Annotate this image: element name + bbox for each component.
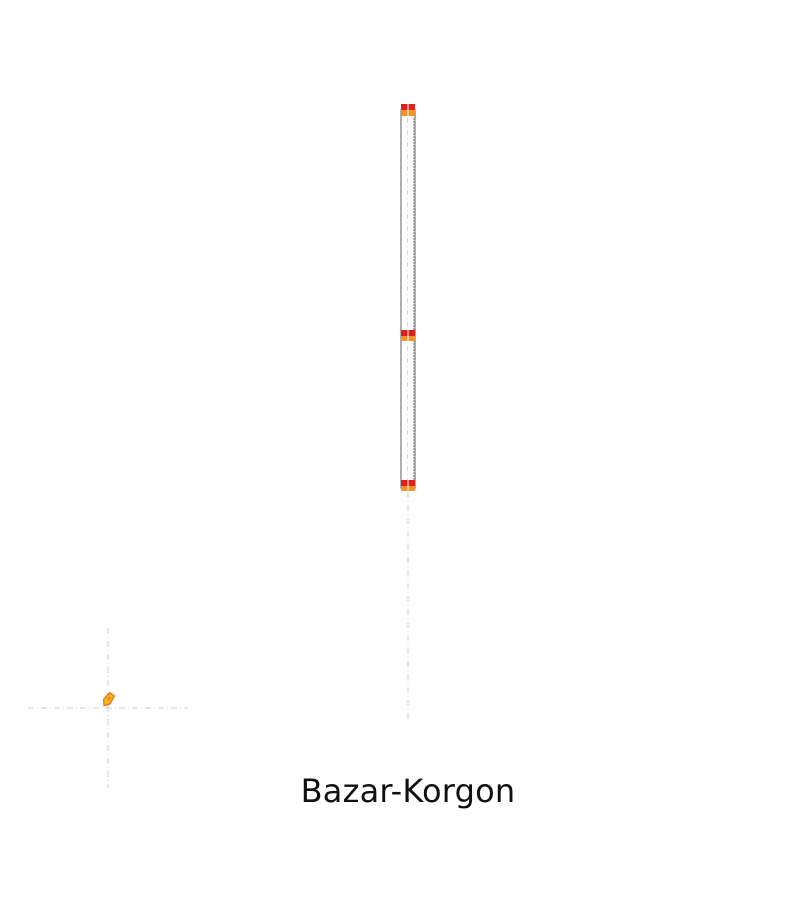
route-marker-top[interactable] bbox=[401, 104, 415, 116]
route-marker-middle[interactable] bbox=[401, 330, 415, 341]
route-marker-bottom[interactable] bbox=[401, 480, 415, 491]
place-name-label: Bazar-Korgon bbox=[300, 772, 516, 810]
route-strip[interactable] bbox=[400, 109, 416, 489]
guide-lines bbox=[28, 115, 409, 788]
map-pin-icon[interactable] bbox=[101, 691, 116, 708]
